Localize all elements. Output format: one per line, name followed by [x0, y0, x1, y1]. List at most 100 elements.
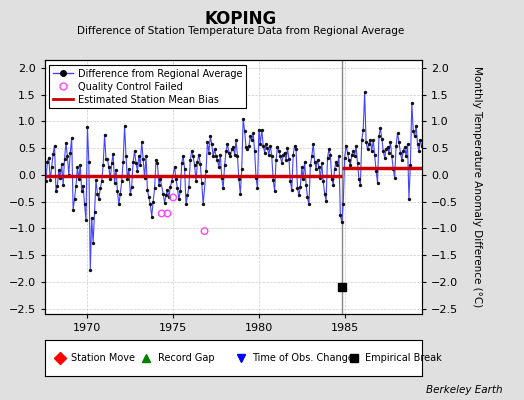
Point	[48, 164, 56, 170]
Point	[235, 176, 243, 182]
Point	[46, 177, 54, 184]
Point	[113, 188, 122, 194]
Point	[106, 176, 114, 182]
Point	[208, 141, 216, 147]
Point	[298, 164, 306, 170]
Point	[136, 162, 145, 168]
Point	[86, 267, 94, 273]
Point	[129, 158, 137, 165]
Point	[54, 166, 63, 173]
Point	[319, 178, 328, 184]
Point	[82, 217, 90, 224]
Point	[133, 168, 141, 174]
Point	[256, 141, 265, 147]
Point	[156, 176, 165, 182]
Point	[412, 122, 420, 129]
Point	[263, 145, 271, 152]
Point	[265, 152, 273, 158]
Point	[321, 190, 329, 197]
Point	[418, 142, 426, 149]
Point	[60, 156, 69, 162]
Point	[99, 162, 107, 168]
Point	[388, 153, 396, 160]
Point	[163, 187, 172, 193]
Point	[68, 134, 76, 141]
Point	[390, 174, 399, 181]
Point	[89, 240, 97, 247]
Point	[280, 149, 289, 156]
Point	[195, 152, 203, 158]
Point	[203, 139, 212, 145]
Point	[293, 185, 302, 192]
Point	[288, 187, 296, 193]
Point	[398, 157, 406, 163]
Point	[186, 157, 194, 163]
Point	[255, 126, 263, 133]
Point	[410, 133, 419, 140]
Text: Record Gap: Record Gap	[158, 353, 214, 363]
Point	[166, 184, 174, 190]
Point	[202, 168, 210, 174]
Point	[122, 153, 130, 160]
Point	[149, 198, 157, 205]
Point	[308, 153, 316, 160]
Point	[243, 146, 252, 152]
Point	[111, 180, 119, 186]
Point	[63, 153, 72, 160]
Point	[312, 165, 320, 172]
Point	[290, 142, 299, 149]
Point	[233, 153, 242, 160]
Point	[249, 130, 257, 136]
Point	[153, 160, 161, 166]
Point	[58, 161, 66, 168]
Point	[365, 141, 373, 147]
Point	[237, 165, 246, 172]
Point	[188, 148, 196, 154]
Point	[162, 192, 170, 198]
Point	[158, 210, 166, 217]
Point	[212, 153, 220, 160]
Legend: Difference from Regional Average, Quality Control Failed, Estimated Station Mean: Difference from Regional Average, Qualit…	[49, 65, 246, 108]
Point	[215, 164, 223, 170]
Point	[140, 174, 149, 181]
Point	[112, 166, 120, 173]
Point	[236, 190, 245, 197]
Point	[375, 133, 383, 140]
Point	[101, 132, 109, 138]
Point	[336, 212, 345, 218]
Point	[56, 174, 64, 181]
Point	[332, 158, 340, 165]
Point	[242, 144, 250, 150]
Point	[285, 156, 293, 162]
Point	[222, 148, 230, 154]
Point	[260, 149, 269, 156]
Point	[183, 192, 192, 198]
Point	[50, 142, 59, 149]
Point	[415, 148, 423, 154]
Point	[206, 133, 214, 140]
Point	[97, 178, 106, 184]
Point	[309, 141, 318, 147]
Point	[117, 178, 126, 184]
Point	[342, 142, 350, 149]
Point	[96, 185, 104, 192]
Point	[125, 165, 133, 172]
Point	[152, 157, 160, 163]
Point	[413, 141, 422, 147]
Point	[372, 168, 380, 174]
Point	[217, 174, 226, 181]
Point	[343, 149, 352, 156]
Point	[184, 184, 193, 190]
Point	[262, 141, 270, 147]
Text: Time of Obs. Change: Time of Obs. Change	[252, 353, 354, 363]
Point	[378, 136, 386, 142]
Point	[45, 155, 53, 161]
Point	[70, 196, 79, 202]
Point	[159, 190, 167, 197]
Point	[192, 178, 200, 184]
Point	[43, 158, 51, 165]
Point	[400, 144, 409, 150]
Point	[143, 187, 151, 193]
Point	[182, 201, 190, 208]
Point	[416, 137, 424, 144]
